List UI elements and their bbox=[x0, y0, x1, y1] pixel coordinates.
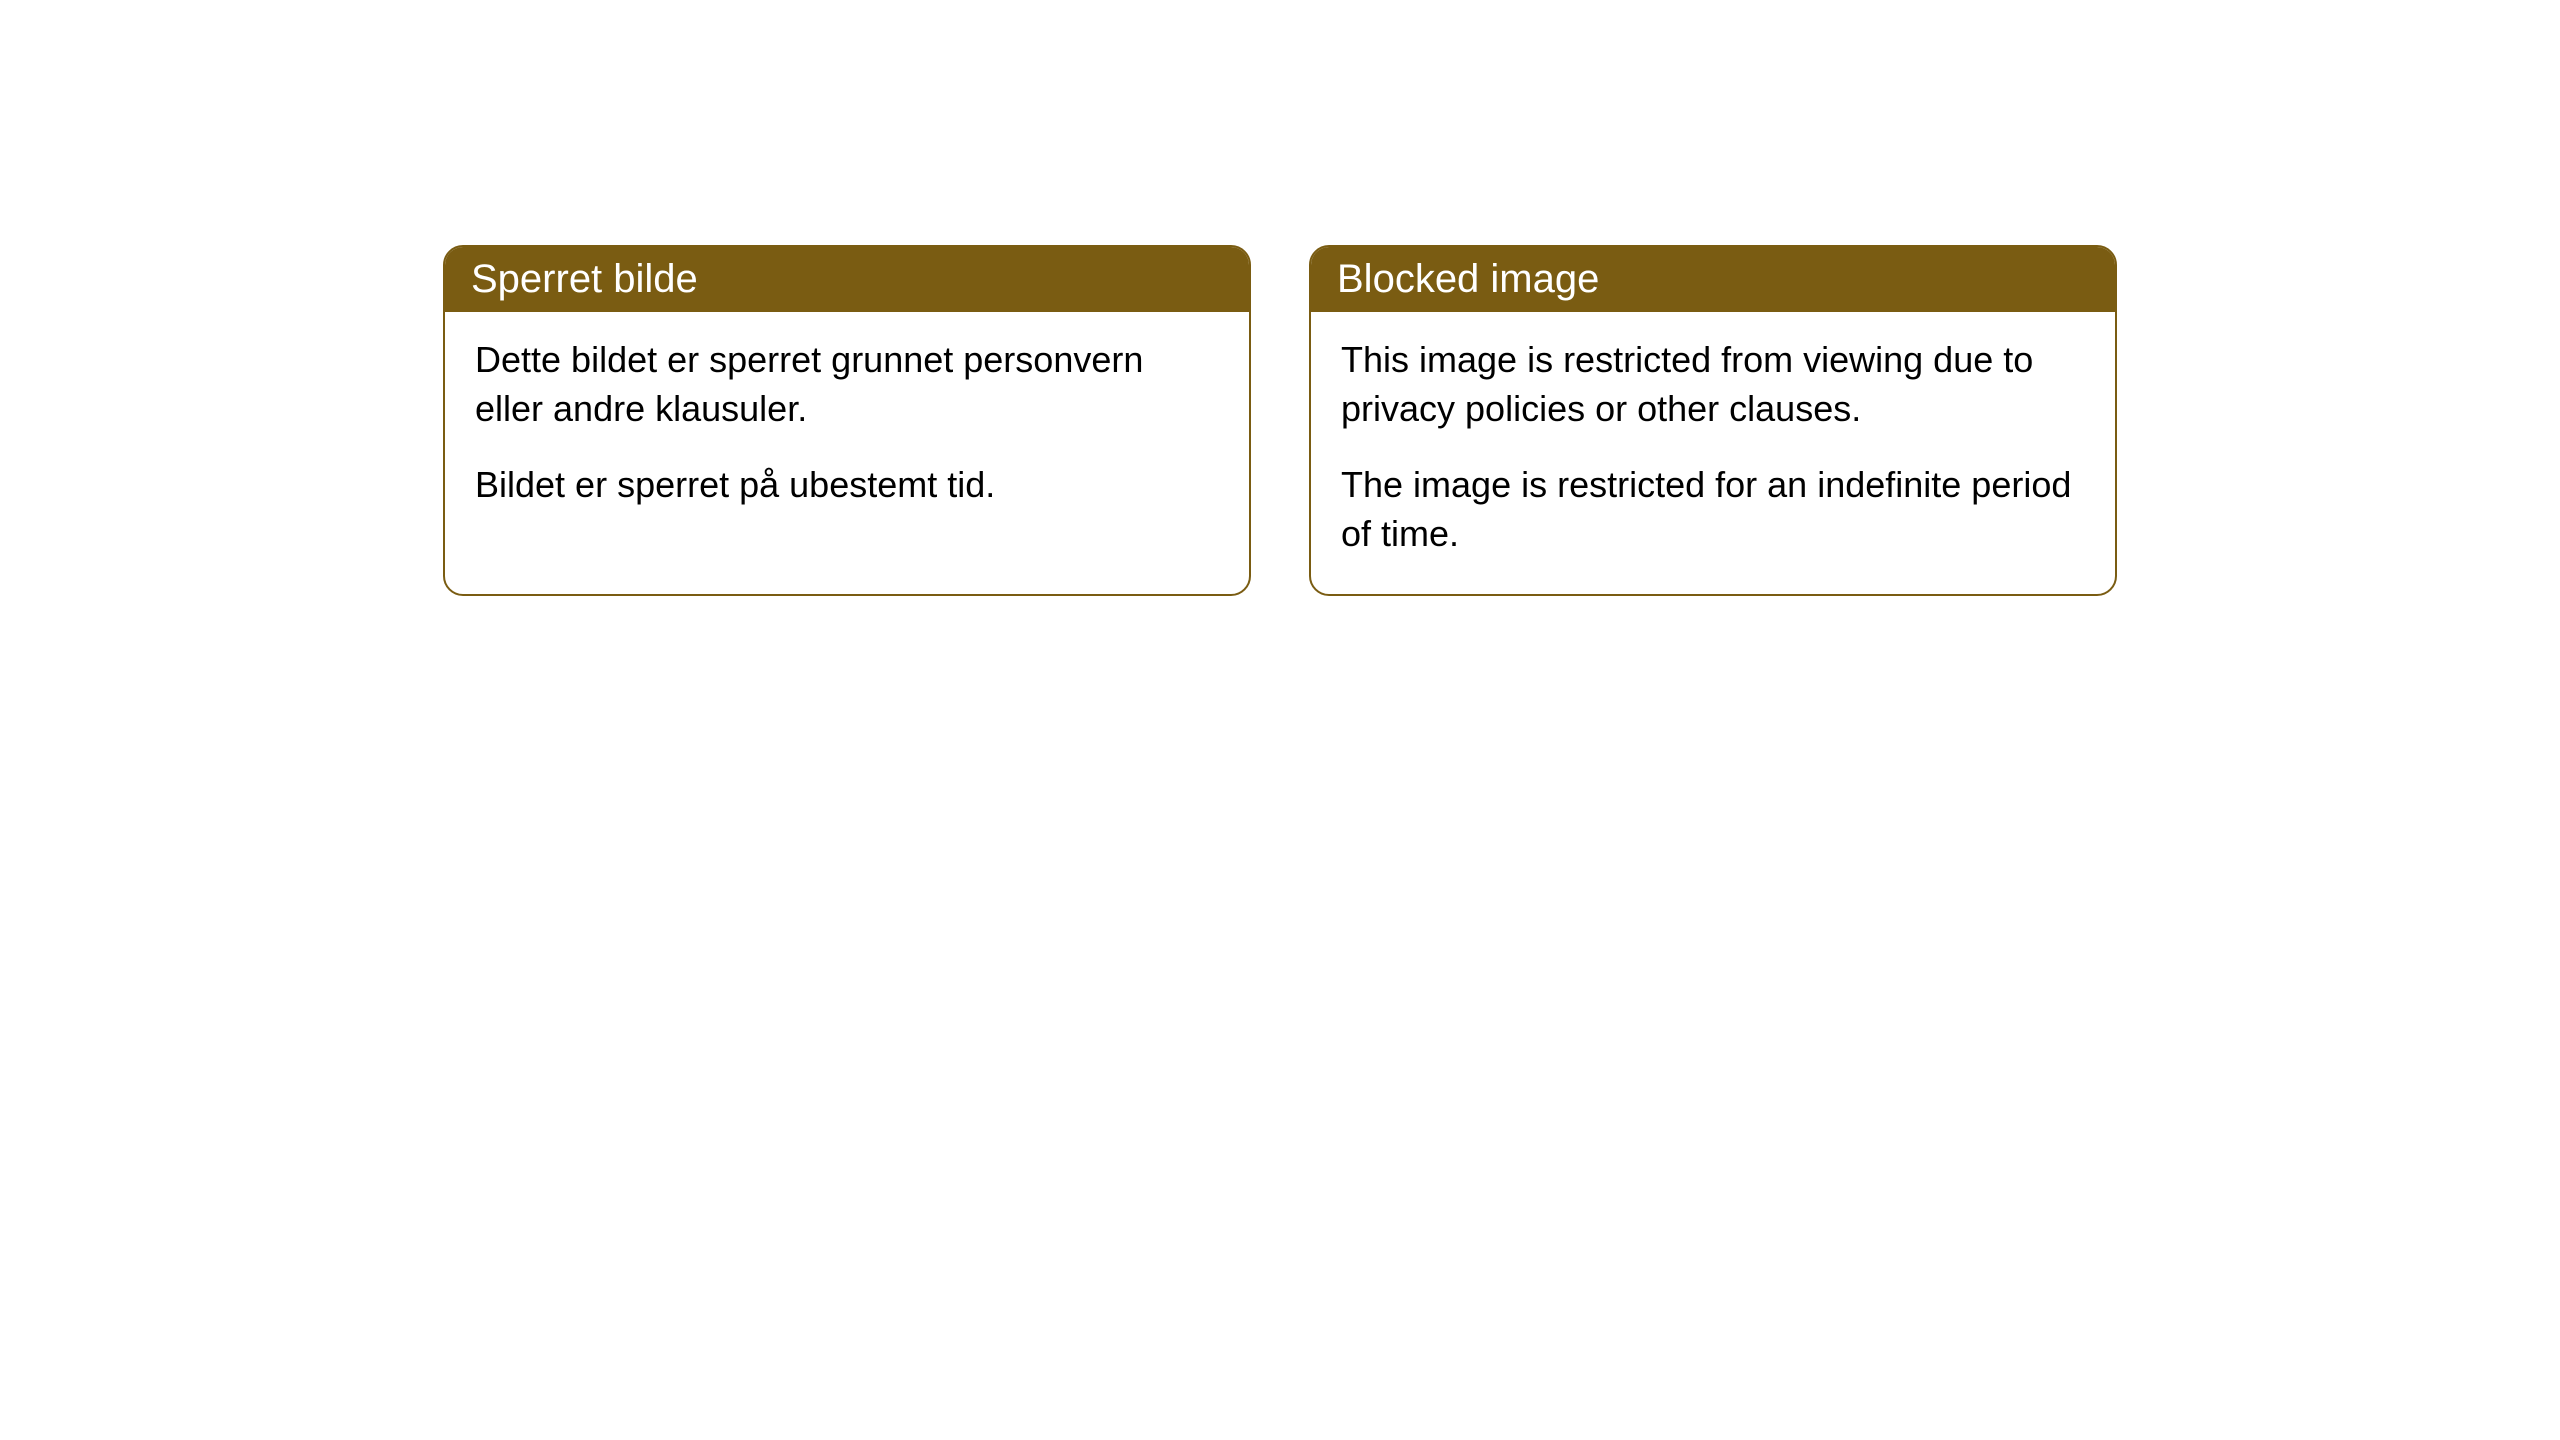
card-norwegian: Sperret bilde Dette bildet er sperret gr… bbox=[443, 245, 1251, 596]
card-english: Blocked image This image is restricted f… bbox=[1309, 245, 2117, 596]
card-norwegian-header: Sperret bilde bbox=[445, 247, 1249, 312]
card-english-title: Blocked image bbox=[1337, 257, 1599, 301]
card-norwegian-paragraph-1: Dette bildet er sperret grunnet personve… bbox=[475, 336, 1219, 433]
card-norwegian-body: Dette bildet er sperret grunnet personve… bbox=[445, 312, 1249, 546]
cards-container: Sperret bilde Dette bildet er sperret gr… bbox=[0, 245, 2560, 596]
card-norwegian-paragraph-2: Bildet er sperret på ubestemt tid. bbox=[475, 461, 1219, 510]
card-english-paragraph-1: This image is restricted from viewing du… bbox=[1341, 336, 2085, 433]
card-english-body: This image is restricted from viewing du… bbox=[1311, 312, 2115, 594]
card-english-paragraph-2: The image is restricted for an indefinit… bbox=[1341, 461, 2085, 558]
card-english-header: Blocked image bbox=[1311, 247, 2115, 312]
card-norwegian-title: Sperret bilde bbox=[471, 257, 698, 301]
